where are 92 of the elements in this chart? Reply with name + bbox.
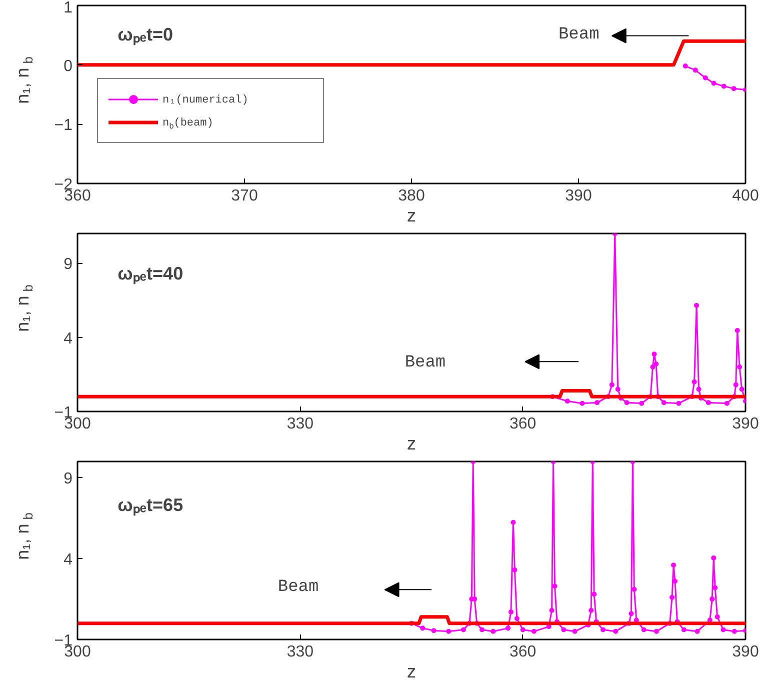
- point: [650, 364, 656, 370]
- point: [714, 614, 720, 620]
- annotation: ωₚₑt=40: [118, 263, 184, 284]
- point: [681, 627, 686, 632]
- point: [613, 628, 618, 634]
- annotation: Beam: [404, 353, 446, 372]
- legend-label: n₁(numerical): [162, 94, 248, 106]
- point: [594, 400, 600, 406]
- point: [609, 382, 614, 388]
- point: [732, 628, 737, 634]
- point: [615, 386, 620, 392]
- point: [682, 64, 688, 69]
- point: [624, 400, 630, 406]
- point: [652, 352, 657, 357]
- point: [564, 398, 570, 404]
- point: [692, 68, 698, 73]
- point: [592, 592, 597, 597]
- x-tick-label: 390: [732, 416, 759, 432]
- point: [505, 626, 510, 631]
- point: [676, 400, 682, 406]
- point: [632, 586, 637, 592]
- point: [480, 627, 485, 632]
- point: [508, 609, 514, 614]
- y-axis-title: n₁, nb: [12, 512, 36, 560]
- point: [552, 584, 558, 589]
- x-tick-label: 400: [732, 188, 759, 204]
- y-tick-label: 4: [64, 552, 73, 569]
- point: [561, 627, 566, 632]
- point: [720, 627, 726, 632]
- point: [692, 379, 697, 384]
- point: [628, 611, 634, 616]
- x-tick-label: 330: [286, 644, 314, 660]
- point: [671, 562, 676, 568]
- point: [711, 555, 716, 560]
- point: [739, 386, 744, 392]
- x-tick-label: 370: [231, 188, 258, 204]
- annotation: ωₚₑt=0: [118, 24, 174, 46]
- point: [670, 594, 675, 600]
- point: [731, 86, 736, 92]
- point: [733, 382, 738, 388]
- point: [702, 75, 708, 80]
- y-tick-label: 1: [64, 0, 73, 16]
- point: [549, 608, 554, 613]
- x-tick-label: 390: [732, 644, 759, 660]
- x-axis-title: z: [407, 434, 416, 454]
- point: [600, 627, 606, 632]
- point: [737, 364, 742, 370]
- point: [654, 628, 659, 634]
- annotation: Beam: [278, 578, 319, 597]
- point: [531, 628, 536, 634]
- x-tick-label: 330: [286, 416, 314, 432]
- x-axis-title: z: [407, 206, 416, 226]
- point: [696, 386, 702, 392]
- point: [706, 400, 711, 406]
- y-tick-label: 9: [64, 470, 73, 488]
- x-axis-title: z: [407, 662, 416, 682]
- y-axis-title: n₁, nb: [12, 56, 36, 104]
- point: [431, 628, 436, 634]
- point: [734, 328, 740, 334]
- point: [520, 627, 526, 632]
- point: [694, 302, 700, 308]
- point: [514, 616, 520, 621]
- point: [460, 627, 466, 632]
- point: [654, 362, 659, 367]
- point: [721, 84, 726, 89]
- annotation: ωₚₑt=65: [118, 494, 184, 516]
- x-tick-label: 360: [509, 416, 536, 432]
- point: [711, 80, 716, 86]
- annotation: Beam: [558, 26, 600, 45]
- point: [712, 585, 718, 590]
- point: [512, 567, 518, 572]
- y-axis-title: n₁, nb: [12, 284, 36, 332]
- x-tick-label: 390: [565, 188, 592, 204]
- point: [710, 596, 715, 602]
- point: [446, 628, 452, 634]
- y-tick-label: 9: [64, 256, 73, 274]
- point: [724, 400, 730, 406]
- point: [641, 627, 646, 632]
- x-tick-label: 360: [509, 644, 536, 660]
- x-tick-label: 380: [398, 188, 425, 204]
- y-tick-label: 0: [64, 58, 73, 75]
- point: [420, 626, 426, 631]
- point: [580, 400, 585, 406]
- point: [639, 400, 644, 406]
- y-tick-label: 4: [64, 330, 73, 348]
- point: [661, 400, 666, 406]
- point: [572, 628, 578, 634]
- y-tick-label: −1: [54, 117, 73, 134]
- point: [510, 520, 516, 525]
- point: [490, 628, 496, 634]
- point: [694, 628, 700, 634]
- point: [588, 608, 594, 613]
